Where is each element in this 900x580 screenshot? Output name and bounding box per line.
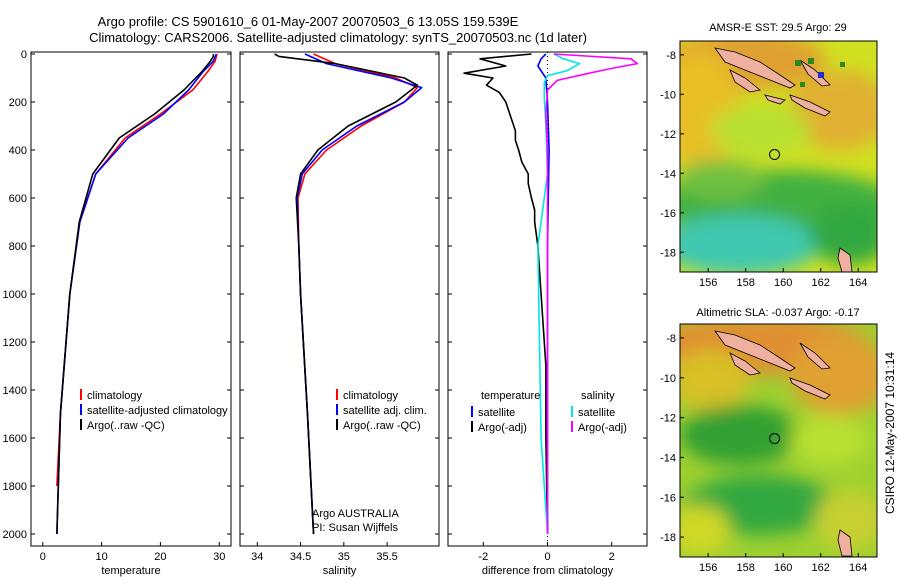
x-tick-label: 34 bbox=[251, 551, 263, 563]
map-x-tick-label: 158 bbox=[736, 277, 754, 289]
legend-entry: Argo(-adj) bbox=[478, 422, 527, 434]
sst-argo-marker bbox=[769, 149, 781, 161]
x-tick-label: 35.5 bbox=[376, 551, 397, 563]
sst-map: AMSR-E SST: 29.5 Argo: 29 bbox=[660, 22, 878, 289]
plot-frame-0 bbox=[30, 51, 232, 547]
map-y-tick-label: -12 bbox=[660, 129, 676, 141]
map-x-tick-label: 162 bbox=[812, 562, 830, 574]
y-tick-label: 200 bbox=[9, 97, 27, 109]
map-x-tick-label: 160 bbox=[774, 562, 792, 574]
legend-entry: satellite-adjusted climatology bbox=[87, 405, 228, 417]
legend-entry: Argo(-adj) bbox=[578, 422, 627, 434]
series-line-2 bbox=[274, 53, 419, 535]
info-org: Argo AUSTRALIA bbox=[312, 508, 399, 520]
y-tick-label: 600 bbox=[9, 193, 27, 205]
x-tick-label: 30 bbox=[213, 551, 225, 563]
x-tick-label: 2 bbox=[609, 551, 615, 563]
map-y-tick-label: -10 bbox=[660, 373, 676, 385]
sst-map-title: AMSR-E SST: 29.5 Argo: 29 bbox=[709, 22, 847, 34]
map-y-tick-label: -16 bbox=[660, 208, 676, 220]
map-x-tick-label: 156 bbox=[699, 277, 717, 289]
sla-map-title: Altimetric SLA: -0.037 Argo: -0.17 bbox=[696, 307, 859, 319]
legend-group-title: temperature bbox=[481, 390, 540, 402]
x-tick-label: 35 bbox=[338, 551, 350, 563]
y-tick-label: 400 bbox=[9, 145, 27, 157]
map-x-tick-label: 160 bbox=[774, 277, 792, 289]
info-pi: PI: Susan Wijffels bbox=[312, 522, 398, 534]
map-x-tick-label: 164 bbox=[849, 277, 867, 289]
x-tick-label: 10 bbox=[95, 551, 107, 563]
x-tick-label: 0 bbox=[544, 551, 550, 563]
series-line-2 bbox=[56, 54, 215, 535]
sla-map: Altimetric SLA: -0.037 Argo: -0.17 bbox=[660, 307, 878, 574]
map-y-tick-label: -18 bbox=[660, 247, 676, 259]
map-y-tick-label: -18 bbox=[660, 532, 676, 544]
map-y-tick-label: -14 bbox=[660, 168, 676, 180]
y-tick-label: 1800 bbox=[3, 481, 27, 493]
series-line-3 bbox=[545, 53, 639, 534]
map-y-tick-label: -14 bbox=[660, 452, 676, 464]
figure-title-line1: Argo profile: CS 5901610_6 01-May-2007 2… bbox=[98, 14, 519, 29]
difference-panel: -2 0 2 difference from climatology temperatu… bbox=[447, 51, 648, 577]
map-x-tick-label: 162 bbox=[812, 277, 830, 289]
map-y-tick-label: -16 bbox=[660, 492, 676, 504]
legend-entry: satellite adj. clim. bbox=[343, 405, 427, 417]
x-tick-label: -2 bbox=[478, 551, 488, 563]
legend-entry: climatology bbox=[87, 390, 143, 402]
temperature-panel: 0 10 20 30 temperature 0 200 400 600 800 1000 1200 1… bbox=[3, 49, 232, 577]
legend-entry: climatology bbox=[343, 390, 399, 402]
plot-frame-1 bbox=[239, 51, 440, 547]
side-stamp: CSIRO 12-May-2007 10:31:14 bbox=[883, 352, 897, 514]
map-y-tick-label: -12 bbox=[660, 413, 676, 425]
y-tick-label: 1400 bbox=[3, 385, 27, 397]
series-line-1 bbox=[463, 53, 549, 535]
legend-entry: satellite bbox=[578, 407, 615, 419]
legend-entry: satellite bbox=[478, 407, 515, 419]
map-x-tick-label: 158 bbox=[736, 562, 754, 574]
map-y-tick-label: -8 bbox=[666, 333, 676, 345]
series-line-2 bbox=[537, 53, 581, 535]
figure-title-line2: Climatology: CARS2006. Satellite-adjuste… bbox=[89, 30, 587, 45]
legend-entry: Argo(..raw -QC) bbox=[87, 420, 165, 432]
legend-group-title: salinity bbox=[581, 390, 615, 402]
legend-entry: Argo(..raw -QC) bbox=[343, 420, 421, 432]
map-y-tick-label: -8 bbox=[666, 50, 676, 62]
x-tick-label: 34.5 bbox=[290, 551, 311, 563]
x-tick-label: 0 bbox=[40, 551, 46, 563]
salinity-panel: 34 34.5 35 35.5 salinity climatology satellite… bbox=[239, 51, 440, 577]
x-axis-label: salinity bbox=[323, 565, 357, 577]
map-x-tick-label: 156 bbox=[699, 562, 717, 574]
y-tick-label: 0 bbox=[21, 49, 27, 61]
y-tick-label: 2000 bbox=[3, 529, 27, 541]
map-x-tick-label: 164 bbox=[849, 562, 867, 574]
y-tick-label: 1000 bbox=[3, 289, 27, 301]
y-tick-label: 1200 bbox=[3, 337, 27, 349]
x-axis-label: temperature bbox=[101, 565, 160, 577]
y-tick-label: 800 bbox=[9, 241, 27, 253]
map-y-tick-label: -10 bbox=[660, 89, 676, 101]
x-axis-label: difference from climatology bbox=[482, 565, 614, 577]
x-tick-label: 20 bbox=[154, 551, 166, 563]
y-tick-label: 1600 bbox=[3, 433, 27, 445]
sla-argo-marker bbox=[769, 433, 781, 445]
